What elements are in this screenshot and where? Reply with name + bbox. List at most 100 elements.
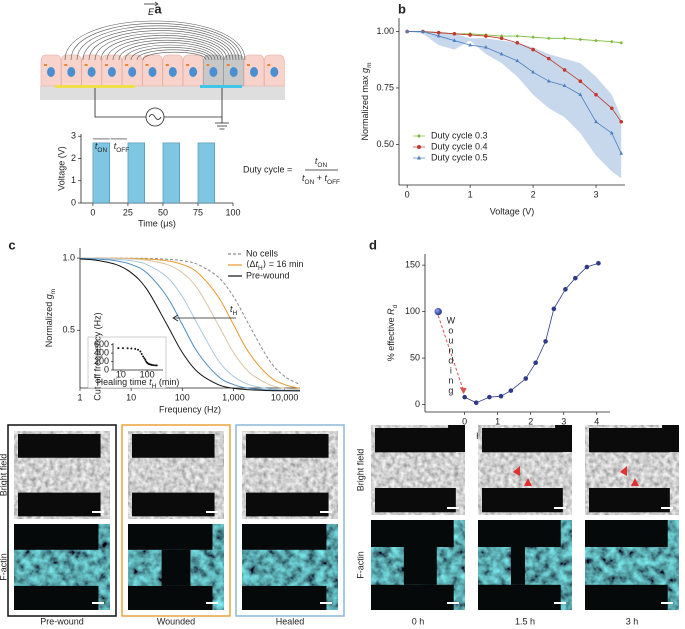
- red-arrowhead: [620, 466, 627, 476]
- x-tick-label: 0: [462, 416, 467, 426]
- pulse: [92, 142, 110, 204]
- y-tick-label: 150: [405, 260, 420, 270]
- equation-lhs: Duty cycle =: [243, 164, 292, 174]
- organelle: [125, 64, 129, 66]
- row-label: F-actin: [355, 551, 365, 579]
- column-label: Wounded: [157, 616, 195, 626]
- y-tick-label: 0.50: [376, 139, 394, 149]
- x-tick-label: 4: [594, 416, 599, 426]
- field-line: [82, 27, 237, 61]
- organelle: [44, 64, 47, 66]
- working-electrode: [200, 85, 242, 88]
- nucleus: [148, 67, 157, 77]
- marker: [562, 68, 567, 72]
- y-tick-label: 400: [94, 348, 109, 358]
- point: [134, 347, 137, 350]
- marker: [594, 92, 598, 97]
- x-tick-label: 2: [531, 189, 536, 199]
- legend-label: Duty cycle 0.4: [431, 141, 488, 151]
- marker: [584, 264, 590, 270]
- series-line: [79, 258, 301, 392]
- marker: [609, 106, 614, 111]
- f-actin-image: [98, 524, 110, 610]
- point: [126, 347, 129, 350]
- channel-mask: [18, 492, 101, 517]
- label-part: t: [325, 173, 328, 183]
- label-part: (min): [156, 377, 179, 387]
- wound-arrowhead: [459, 387, 467, 395]
- label-part: ⟨Δ: [246, 259, 256, 269]
- legend-label: Duty cycle 0.3: [431, 130, 488, 140]
- point: [152, 364, 155, 367]
- pulse: [197, 142, 216, 204]
- point: [121, 347, 124, 350]
- wound-gap: [403, 547, 437, 585]
- marker: [594, 119, 598, 124]
- marker: [547, 56, 551, 61]
- channel-mask: [448, 425, 465, 452]
- marker: [531, 35, 535, 39]
- marker: [508, 388, 514, 393]
- scale-bar: [447, 602, 459, 604]
- f-actin-image: [585, 547, 679, 585]
- marker: [473, 400, 479, 406]
- scale-bar: [92, 511, 104, 513]
- point: [130, 347, 133, 350]
- wound-arrow: [437, 315, 465, 392]
- inset-frame: [87, 336, 167, 389]
- channel-mask: [375, 428, 456, 453]
- equation-denominator: tON + tOFF: [302, 173, 340, 185]
- f-actin-image: [667, 520, 679, 610]
- channel-mask: [482, 488, 563, 513]
- channel-mask: [132, 492, 215, 517]
- marker: [405, 29, 409, 33]
- channel-mask: [246, 434, 329, 458]
- organelle: [267, 64, 271, 66]
- marker: [499, 34, 504, 38]
- nucleus: [250, 67, 258, 77]
- channel-mask: [589, 488, 670, 513]
- scale-bar: [92, 602, 104, 604]
- label-part: t: [149, 377, 152, 387]
- organelle: [165, 64, 169, 66]
- label-part: OFF: [327, 179, 340, 186]
- y-tick-label: 600: [94, 339, 109, 349]
- label-part: t: [230, 304, 233, 314]
- f-actin-image: [14, 549, 110, 586]
- panel-letter: b: [398, 1, 406, 16]
- marker: [619, 120, 624, 124]
- marker: [484, 34, 488, 38]
- marker: [609, 130, 614, 135]
- marker: [562, 83, 567, 88]
- marker: [436, 33, 441, 38]
- channel-mask: [662, 425, 679, 452]
- row-label: Bright field: [0, 454, 8, 497]
- y-axis-label: Cut-off frequency (Hz): [92, 312, 102, 400]
- pulse-label: tON: [95, 141, 108, 153]
- wound-gap: [161, 549, 191, 586]
- channel-mask: [482, 428, 563, 453]
- marker: [578, 37, 583, 42]
- scale-bar: [206, 602, 218, 604]
- x-tick-label: 0: [90, 207, 95, 217]
- label-part: ON: [97, 147, 107, 154]
- x-tick-label: 1: [495, 416, 500, 426]
- marker: [498, 393, 504, 399]
- x-axis-label: Voltage (V): [490, 206, 535, 216]
- x-axis-label: Healing time tH (min): [97, 377, 180, 389]
- marker: [436, 30, 441, 35]
- nucleus: [107, 67, 116, 77]
- x-tick-label: 10: [126, 392, 136, 402]
- image-frame: [235, 424, 345, 617]
- y-tick-label: 200: [94, 356, 109, 366]
- f-actin-image: [242, 549, 338, 586]
- series-line: [464, 262, 599, 404]
- legend-label: Pre-wound: [246, 270, 290, 280]
- scale-bar: [554, 602, 566, 604]
- label-part: Healing time: [97, 377, 150, 387]
- marker: [499, 51, 504, 56]
- label-part: H: [152, 383, 157, 390]
- marker: [578, 92, 583, 97]
- field-line: [76, 25, 240, 61]
